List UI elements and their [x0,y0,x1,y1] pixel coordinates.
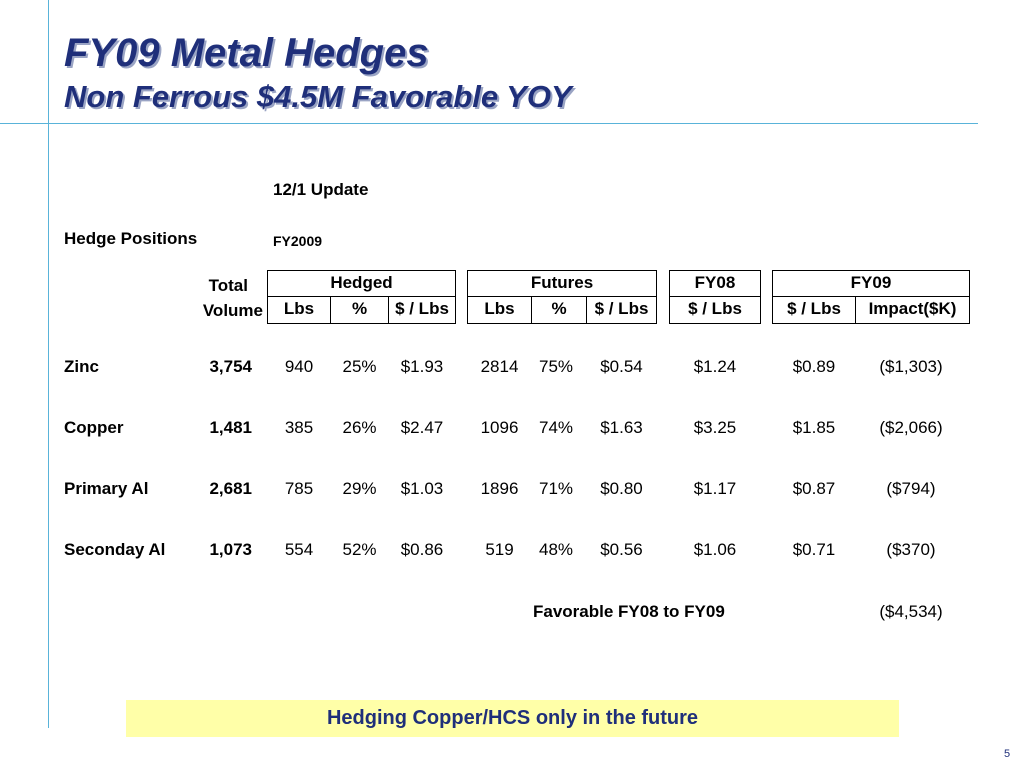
fy08-group-header: FY08 [669,270,761,297]
update-label: 12/1 Update [273,180,369,199]
row-fy09-price: $0.89 [792,357,836,376]
row-futures-pct: 48% [538,540,574,559]
hedged-pct-header: % [330,296,389,324]
futures-price-header: $ / Lbs [586,296,657,324]
row-total: 1,481 [209,418,252,437]
hedged-group-header: Hedged [267,270,456,297]
row-metal: Primary Al [64,479,149,498]
row-hedged-pct: 29% [342,479,377,498]
row-hedged-lbs: 940 [284,357,314,376]
favorable-total: ($4,534) [879,602,943,621]
row-hedged-price: $1.93 [400,357,444,376]
row-hedged-price: $0.86 [400,540,444,559]
favorable-label: Favorable FY08 to FY09 [533,602,725,621]
row-futures-price: $0.54 [600,357,643,376]
row-fy09-price: $1.85 [792,418,836,437]
row-fy08-price: $1.06 [693,540,737,559]
row-impact: ($2,066) [879,418,943,437]
fy09-group-header: FY09 [772,270,970,297]
hedged-price-header: $ / Lbs [388,296,456,324]
slide-title: FY09 Metal Hedges [64,31,429,75]
fy09-impact-header: Impact($K) [855,296,970,324]
row-futures-lbs: 519 [485,540,514,559]
row-metal: Zinc [64,357,99,376]
total-header: Total [208,276,248,295]
volume-header: Volume [202,301,263,320]
row-hedged-lbs: 554 [284,540,314,559]
row-total: 3,754 [209,357,252,376]
row-futures-price: $1.63 [600,418,643,437]
row-hedged-pct: 52% [342,540,377,559]
slide-subtitle: Non Ferrous $4.5M Favorable YOY [64,79,572,114]
hedged-lbs-header: Lbs [267,296,331,324]
horizontal-rule [0,123,978,124]
row-total: 1,073 [209,540,252,559]
row-impact: ($794) [886,479,936,498]
row-futures-pct: 75% [538,357,574,376]
row-futures-pct: 74% [538,418,574,437]
row-futures-price: $0.80 [600,479,643,498]
row-futures-lbs: 1096 [480,418,519,437]
fy09-price-header: $ / Lbs [772,296,856,324]
row-impact: ($370) [886,540,936,559]
row-hedged-price: $2.47 [400,418,444,437]
row-fy09-price: $0.71 [792,540,836,559]
futures-group-header: Futures [467,270,657,297]
row-fy08-price: $1.17 [693,479,737,498]
row-impact: ($1,303) [879,357,943,376]
row-metal: Copper [64,418,124,437]
row-fy08-price: $1.24 [693,357,737,376]
row-hedged-price: $1.03 [400,479,444,498]
row-hedged-lbs: 385 [284,418,314,437]
hedge-positions-label: Hedge Positions [64,229,198,248]
vertical-rule [48,0,49,728]
row-futures-lbs: 1896 [480,479,519,498]
row-fy08-price: $3.25 [693,418,737,437]
row-hedged-pct: 25% [342,357,377,376]
footer-banner: Hedging Copper/HCS only in the future [126,700,899,737]
row-hedged-lbs: 785 [284,479,314,498]
row-fy09-price: $0.87 [792,479,836,498]
fy08-price-header: $ / Lbs [669,296,761,324]
row-futures-lbs: 2814 [480,357,519,376]
page-number: 5 [1004,748,1011,760]
row-futures-price: $0.56 [600,540,643,559]
row-total: 2,681 [209,479,252,498]
year-label: FY2009 [273,233,323,249]
futures-pct-header: % [531,296,587,324]
row-hedged-pct: 26% [342,418,377,437]
row-futures-pct: 71% [538,479,574,498]
futures-lbs-header: Lbs [467,296,532,324]
row-metal: Seconday Al [64,540,166,559]
